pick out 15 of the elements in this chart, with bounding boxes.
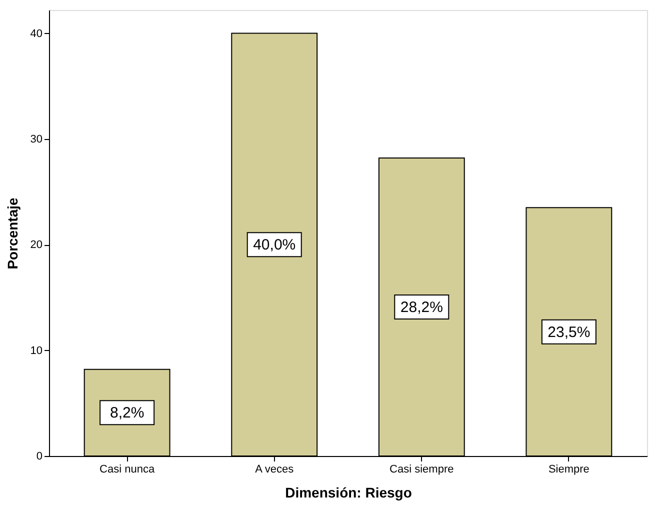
x-axis-title: Dimensión: Riesgo <box>285 484 412 500</box>
y-tick-label: 30 <box>30 133 42 146</box>
x-tick-label: Casi siempre <box>390 464 454 476</box>
x-tick-label: Siempre <box>548 464 590 476</box>
data-label: 23,5% <box>548 324 590 341</box>
x-tick-label: A veces <box>255 464 294 476</box>
data-label: 28,2% <box>400 298 443 316</box>
x-tick-label: Casi nunca <box>100 464 156 476</box>
y-axis-title: Porcentaje <box>4 197 20 270</box>
data-label: 8,2% <box>110 404 144 422</box>
y-tick-label: 40 <box>30 28 42 40</box>
y-tick-label: 0 <box>36 450 42 462</box>
y-tick-label: 20 <box>30 239 42 252</box>
data-label: 40,0% <box>253 236 296 254</box>
y-tick-label: 10 <box>30 344 42 357</box>
